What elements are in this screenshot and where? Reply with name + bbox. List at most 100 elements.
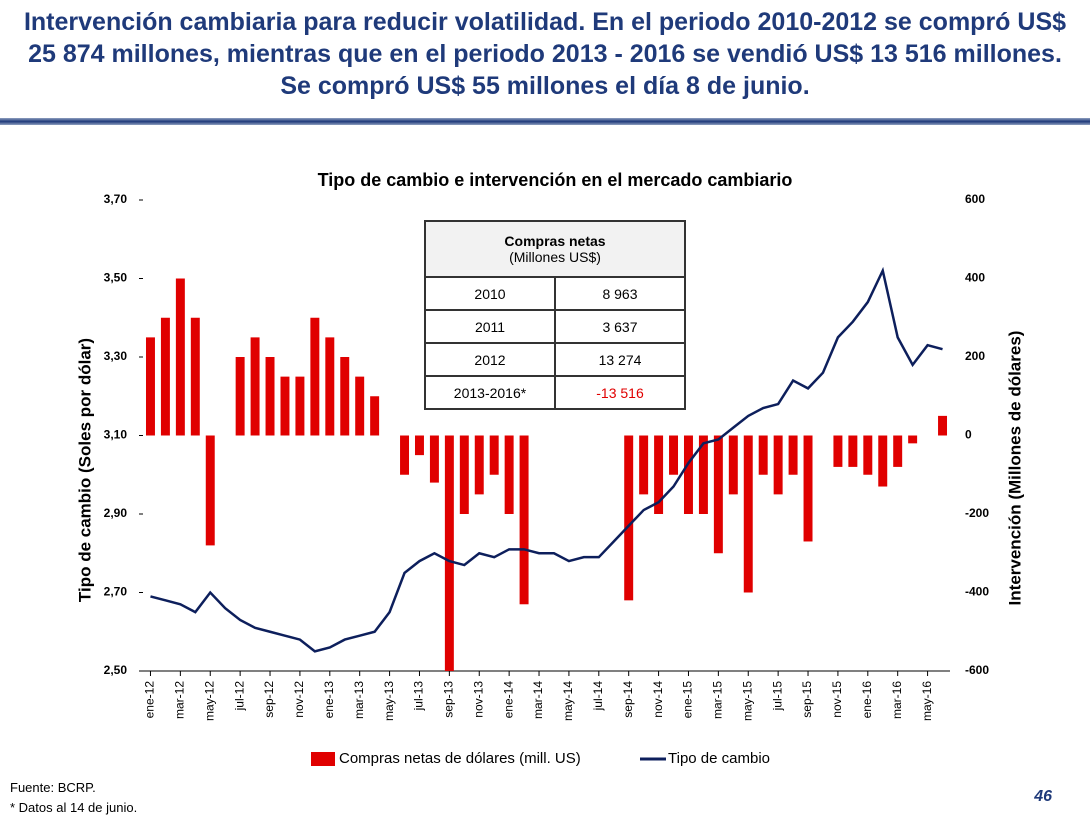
table-header-unit: (Millones US$) (509, 249, 601, 265)
table-cell: 8 963 (554, 276, 686, 311)
table-cell: 2013-2016* (424, 375, 556, 410)
x-tick-label: jul-12 (232, 681, 246, 712)
bar (654, 435, 664, 514)
bar (190, 317, 200, 436)
x-tick-label: ene-13 (322, 681, 336, 719)
y-tick-label: 3,10 (104, 428, 128, 442)
x-tick-label: nov-12 (292, 681, 306, 718)
y-tick-label: 2,50 (104, 663, 128, 677)
x-tick-label: mar-15 (711, 681, 725, 719)
bar (175, 278, 185, 436)
bar (713, 435, 723, 554)
x-tick-label: ene-12 (143, 681, 157, 719)
x-tick-label: sep-12 (262, 681, 276, 718)
chart-title: Tipo de cambio e intervención en el merc… (318, 170, 793, 190)
bar (908, 435, 918, 444)
source-note: Fuente: BCRP. (10, 780, 96, 795)
y-tick-label: 3,70 (104, 192, 128, 206)
bar (489, 435, 499, 475)
title-rule (0, 118, 1090, 125)
bar (355, 376, 365, 436)
y-tick-label: 3,50 (104, 271, 128, 285)
bar (414, 435, 424, 456)
bar (728, 435, 738, 495)
x-tick-label: mar-13 (352, 681, 366, 719)
legend-label: Compras netas de dólares (mill. US) (339, 750, 581, 767)
bar (743, 435, 753, 593)
slide-title: Intervención cambiaria para reducir vola… (23, 8, 1067, 100)
summary-table: Compras netas (Millones US$) 2010 8 963 20… (424, 220, 686, 410)
bar (803, 435, 813, 542)
bar (683, 435, 693, 514)
bar (250, 337, 260, 436)
y-axis-label: Tipo de cambio (Soles por dólar) (75, 338, 94, 602)
bar (639, 435, 649, 495)
x-tick-label: mar-16 (890, 681, 904, 719)
bar (310, 317, 320, 436)
bar (265, 357, 275, 436)
y2-tick-label: 0 (965, 428, 972, 442)
y2-tick-label: 600 (965, 192, 985, 206)
y2-tick-label: -600 (965, 663, 989, 677)
bar (295, 376, 305, 436)
x-tick-label: may-12 (202, 681, 216, 721)
y2-tick-label: -400 (965, 585, 989, 599)
table-header-title: Compras netas (504, 233, 606, 249)
table-cell: 3 637 (554, 309, 686, 344)
y2-tick-label: 400 (965, 271, 985, 285)
table-cell: 13 274 (554, 342, 686, 377)
bar (474, 435, 484, 495)
bar (280, 376, 290, 436)
x-tick-label: may-13 (382, 681, 396, 721)
x-tick-label: ene-15 (681, 681, 695, 719)
x-tick-label: sep-13 (442, 681, 456, 718)
x-tick-label: sep-15 (800, 681, 814, 718)
bar (459, 435, 469, 514)
bar (235, 357, 245, 436)
y-tick-label: 2,90 (104, 506, 128, 520)
x-tick-label: nov-14 (651, 681, 665, 718)
table-header: Compras netas (Millones US$) (424, 220, 686, 278)
bar (160, 317, 170, 436)
bar (773, 435, 783, 495)
line (150, 266, 943, 653)
bar (205, 435, 215, 546)
bar (519, 435, 529, 605)
y-tick-label: 3,30 (104, 349, 128, 363)
table-cell: -13 516 (554, 375, 686, 410)
x-tick-label: jul-15 (770, 681, 784, 712)
y-tick-label: 2,70 (104, 585, 128, 599)
x-tick-label: nov-15 (830, 681, 844, 718)
bar (325, 337, 335, 436)
y2-tick-label: 200 (965, 349, 985, 363)
bar (400, 435, 410, 475)
bar (145, 337, 155, 436)
x-tick-label: jul-13 (412, 681, 426, 712)
table-cell: 2012 (424, 342, 556, 377)
x-tick-label: may-15 (740, 681, 754, 721)
x-tick-label: jul-14 (591, 681, 605, 712)
table-cell: 2010 (424, 276, 556, 311)
bar (444, 435, 454, 671)
legend-swatch (311, 752, 335, 766)
bar (504, 435, 514, 514)
bar (788, 435, 798, 475)
bar (878, 435, 888, 487)
bar (863, 435, 873, 475)
bar (340, 357, 350, 436)
bar (758, 435, 768, 475)
y2-axis-label: Intervención (Millones de dólares) (1005, 331, 1024, 606)
bar (370, 396, 380, 436)
x-tick-label: may-16 (920, 681, 934, 721)
x-tick-label: ene-16 (860, 681, 874, 719)
footnote: * Datos al 14 de junio. (10, 800, 138, 815)
legend-label: Tipo de cambio (668, 750, 770, 767)
y2-tick-label: -200 (965, 506, 989, 520)
bar (893, 435, 903, 467)
bar (698, 435, 708, 514)
x-tick-label: sep-14 (621, 681, 635, 718)
x-tick-label: nov-13 (471, 681, 485, 718)
x-tick-label: ene-14 (501, 681, 515, 719)
